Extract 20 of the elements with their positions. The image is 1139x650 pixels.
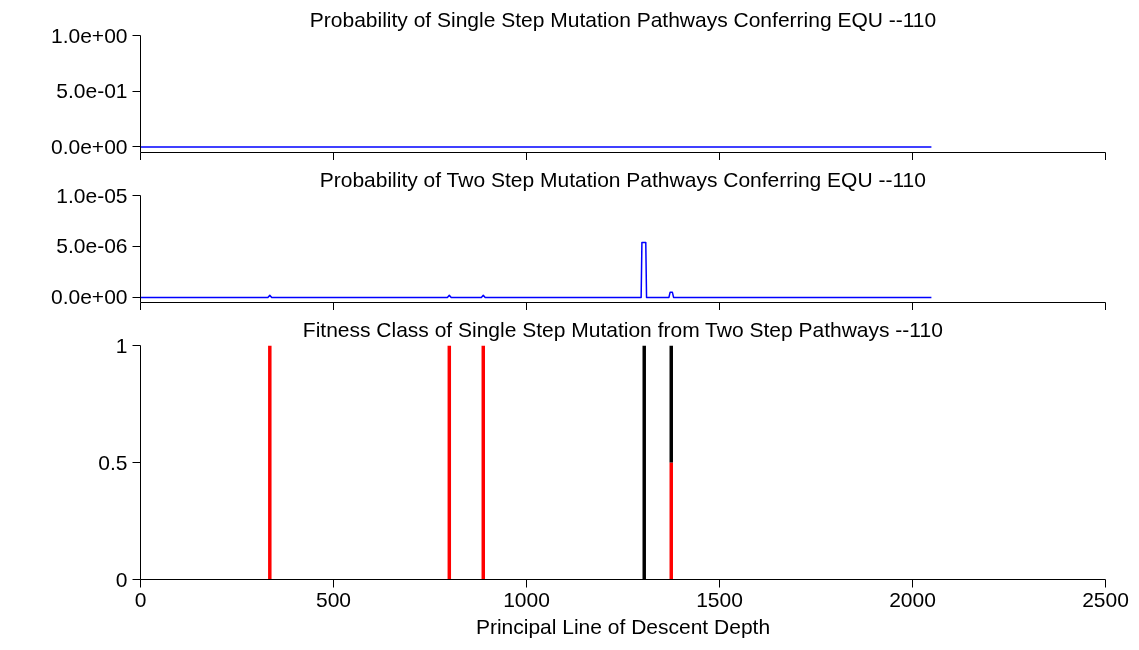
line-series [140, 241, 933, 299]
y-tick-label: 0.0e+00 [51, 134, 128, 158]
y-tick-label: 1 [115, 333, 128, 357]
chart-title: Probability of Two Step Mutation Pathways Conferring EQU --110 [319, 167, 926, 191]
chart-title: Fitness Class of Single Step Mutation from Two Step Pathways --110 [302, 317, 943, 341]
x-tick-label: 500 [315, 587, 352, 611]
y-tick-label: 0 [115, 567, 128, 591]
y-tick-label: 5.0e-01 [56, 79, 128, 103]
x-tick-label: 2500 [1082, 587, 1129, 611]
y-tick-label: 1.0e+00 [51, 23, 128, 47]
y-tick-label: 5.0e-06 [56, 234, 128, 258]
x-axis-title: Principal Line of Descent Depth [475, 614, 771, 638]
x-tick-label: 1500 [696, 587, 743, 611]
x-tick-label: 1000 [503, 587, 550, 611]
y-tick-label: 0.5 [98, 450, 128, 474]
chart-title: Probability of Single Step Mutation Pathways Conferring EQU --110 [309, 7, 937, 31]
x-tick-label: 2000 [889, 587, 936, 611]
x-tick-label: 0 [134, 587, 147, 611]
y-tick-label: 0.0e+00 [51, 285, 128, 309]
y-tick-label: 1.0e-05 [56, 183, 128, 207]
